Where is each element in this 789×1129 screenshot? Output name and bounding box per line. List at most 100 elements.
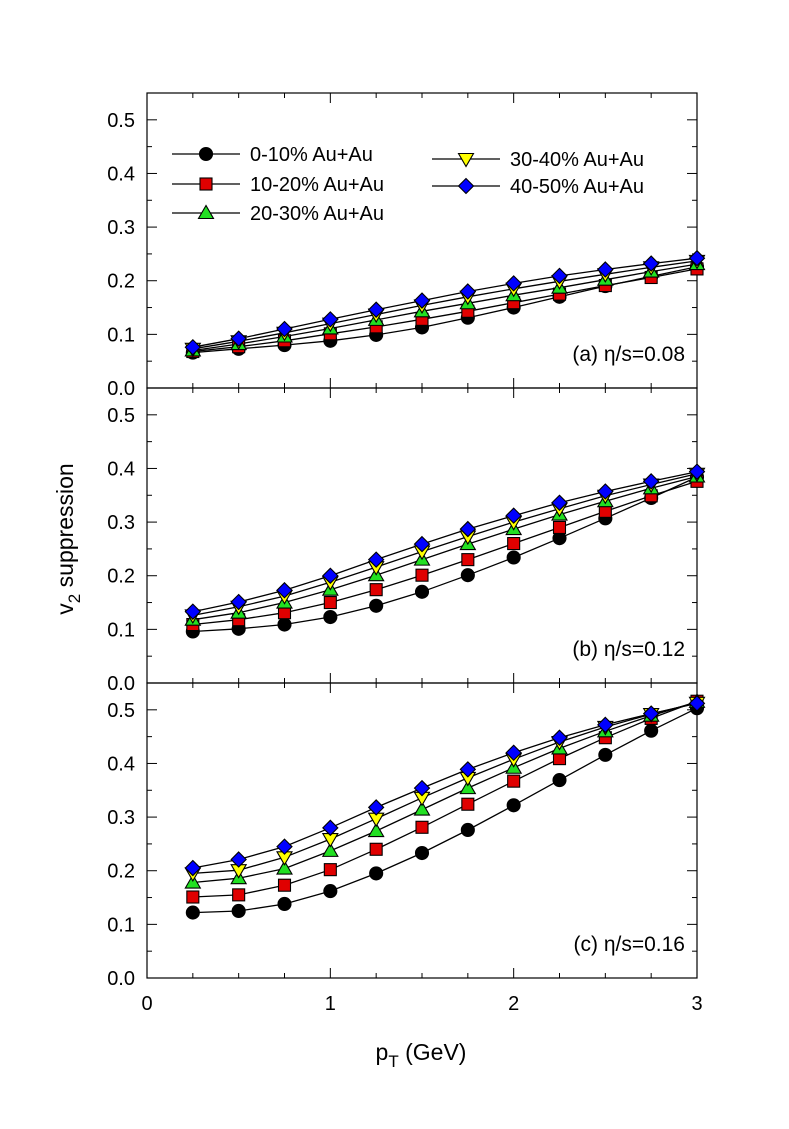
data-point — [322, 567, 339, 585]
data-point — [551, 494, 568, 512]
panel-annotation: (a) η/s=0.08 — [572, 343, 685, 366]
data-point — [414, 845, 430, 861]
panel-b: 0.0 0.1 0.2 0.3 0.4 0.5 (b) η/s=0.12 — [107, 387, 706, 695]
panel-a: 0.0 0.1 0.2 0.3 0.4 0.5 (a) η/s=0.08 — [107, 92, 706, 400]
data-point — [414, 584, 430, 599]
legend-marker — [197, 204, 215, 220]
data-point — [413, 800, 431, 816]
panel-annotation: (b) η/s=0.12 — [572, 638, 685, 661]
y-tick-label: 0.0 — [107, 673, 135, 695]
legend-item: 0-10% Au+Au — [172, 144, 373, 166]
series-line — [192, 701, 698, 884]
data-point — [367, 822, 385, 838]
y-tick-label: 0.0 — [107, 968, 135, 990]
legend-item: 20-30% Au+Au — [172, 203, 384, 225]
data-point — [321, 842, 339, 857]
data-point — [185, 905, 200, 920]
legend-label: 30-40% Au+Au — [510, 149, 644, 171]
data-point — [413, 535, 431, 553]
panel-c: 0.0 0.1 0.2 0.3 0.4 0.5 (c) η/s=0.16 — [107, 682, 706, 990]
y-axis-title: v2 suppression — [52, 463, 84, 614]
series-line — [192, 480, 698, 626]
data-point — [184, 603, 202, 620]
series-line — [192, 260, 698, 350]
data-point — [505, 507, 522, 524]
data-point — [323, 884, 338, 899]
data-point — [367, 301, 385, 318]
legend-item: 30-40% Au+Au — [432, 149, 644, 171]
data-point — [460, 822, 475, 838]
series-line — [192, 707, 698, 914]
data-point — [323, 595, 337, 610]
data-point — [230, 593, 247, 611]
data-point — [642, 705, 660, 722]
data-point — [232, 888, 246, 902]
data-point — [277, 878, 292, 892]
series-line — [192, 700, 698, 898]
data-point — [459, 283, 477, 300]
data-point — [276, 320, 293, 338]
data-point — [552, 773, 567, 788]
data-point — [276, 838, 293, 855]
series-line — [192, 702, 698, 869]
data-point — [277, 896, 292, 912]
data-point — [597, 483, 614, 500]
data-point — [461, 553, 475, 567]
data-point — [231, 903, 246, 919]
panel-annotation: (c) η/s=0.16 — [574, 933, 685, 956]
data-point — [186, 890, 200, 904]
x-tick-label: 1 — [325, 993, 336, 1015]
data-point — [415, 568, 429, 582]
data-point — [506, 550, 521, 565]
y-tick-label: 0.5 — [107, 700, 135, 722]
data-point — [644, 723, 659, 738]
legend-label: 10-20% Au+Au — [250, 174, 384, 196]
series-line — [192, 263, 698, 352]
y-tick-label: 0.2 — [107, 271, 135, 293]
y-tick-label: 0.4 — [107, 163, 135, 185]
legend-label: 0-10% Au+Au — [250, 144, 373, 166]
data-point — [415, 820, 429, 834]
data-point — [505, 275, 522, 292]
legend-marker — [457, 152, 475, 168]
data-point — [413, 779, 431, 797]
series-line — [192, 476, 698, 633]
data-point — [230, 330, 247, 347]
y-tick-label: 0.3 — [107, 807, 135, 829]
y-tick-label: 0.1 — [107, 324, 135, 346]
data-point — [184, 859, 202, 877]
data-point — [551, 729, 568, 746]
data-point — [507, 774, 521, 788]
x-tick-label: 3 — [691, 993, 702, 1015]
legend-label: 20-30% Au+Au — [250, 203, 384, 225]
data-point — [459, 779, 477, 795]
data-point — [551, 267, 568, 285]
y-tick-label: 0.3 — [107, 217, 135, 239]
legend-marker — [457, 177, 475, 195]
data-point — [598, 747, 613, 762]
y-tick-label: 0.2 — [107, 861, 135, 883]
x-tick-label: 0 — [141, 993, 152, 1015]
data-point — [184, 338, 202, 356]
data-point — [507, 536, 521, 551]
legend-marker — [198, 146, 214, 162]
data-point — [323, 863, 337, 877]
series-line — [192, 702, 698, 875]
data-point — [367, 799, 385, 816]
data-point — [276, 581, 293, 599]
data-point — [642, 255, 660, 272]
data-point — [369, 842, 383, 856]
y-tick-label: 0.5 — [107, 110, 135, 132]
y-tick-label: 0.4 — [107, 753, 135, 775]
x-tick-label: 2 — [508, 993, 519, 1015]
panels: 0.00.10.20.30.40.5(a) η/s=0.080.00.10.20… — [107, 92, 706, 1015]
data-point — [688, 695, 706, 712]
data-point — [460, 568, 475, 583]
legend-item: 10-20% Au+Au — [172, 174, 384, 196]
y-tick-label: 0.3 — [107, 512, 135, 534]
series-line — [192, 475, 698, 621]
y-tick-label: 0.2 — [107, 566, 135, 588]
data-point — [506, 798, 521, 813]
data-point — [688, 249, 706, 267]
